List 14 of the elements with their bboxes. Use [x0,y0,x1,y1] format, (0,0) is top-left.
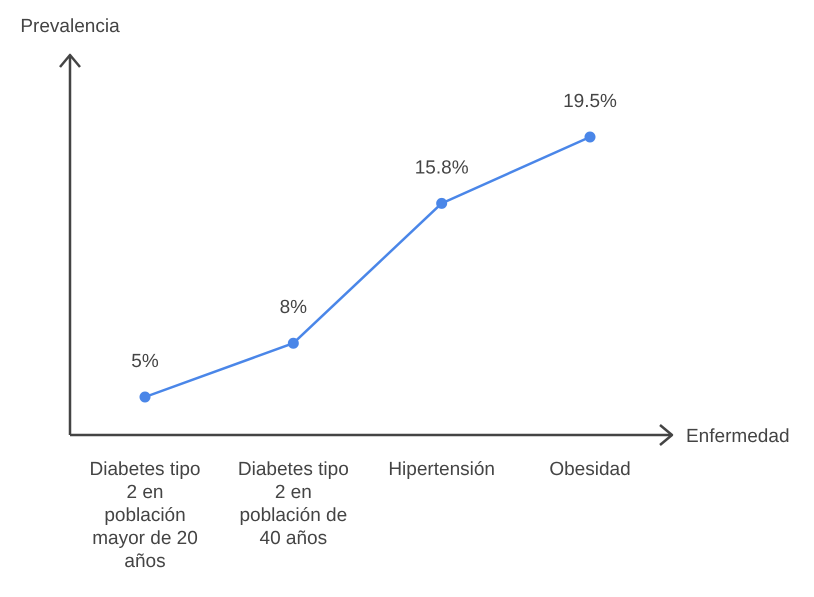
text: Prevalencia [20,16,120,37]
x-tick-label: Diabetes tipo 2 en población mayor de 20 años [90,459,200,572]
data-label: 8% [280,297,308,318]
x-tick-label: Hipertensión [388,459,496,480]
x-axis-title: Enfermedad [686,426,790,447]
data-label: 5% [131,351,159,372]
x-tick-label: Obesidad [549,459,631,480]
point [140,392,150,402]
x-tick-label: Diabetes tipo 2 en población de 40 años [238,459,349,549]
data-label: 15.8% [414,157,469,178]
point [288,338,299,349]
point [584,132,596,142]
data-label: 19.5% [563,91,618,112]
point [436,198,448,209]
